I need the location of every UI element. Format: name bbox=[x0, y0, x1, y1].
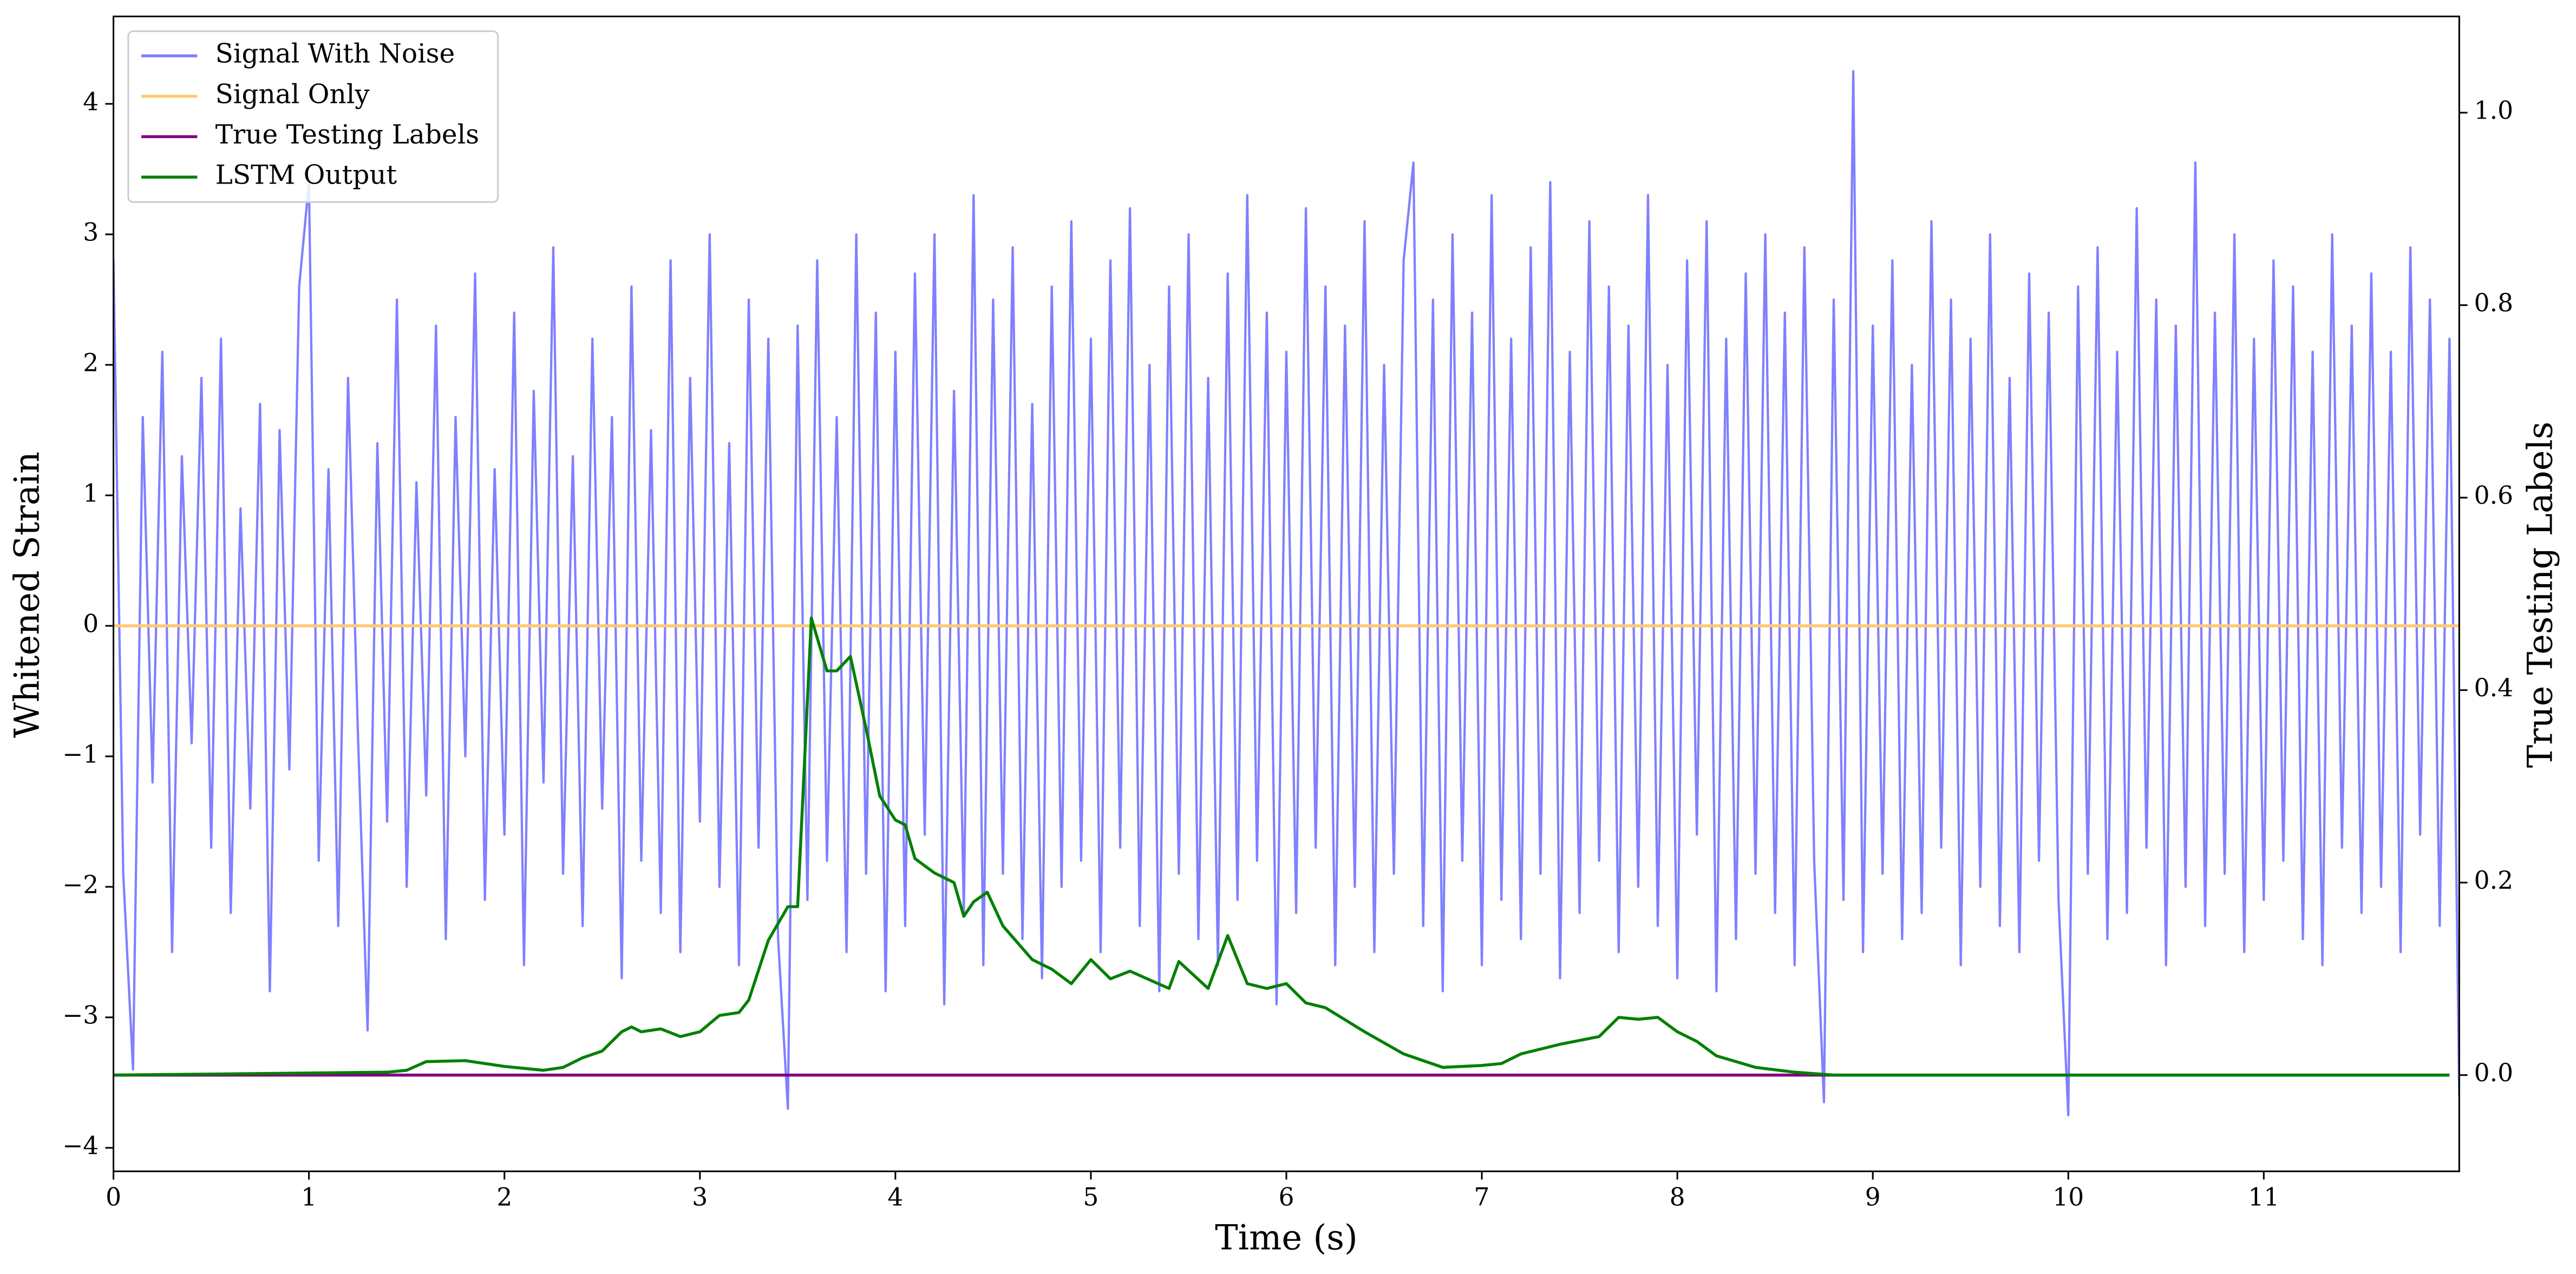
x-tick-label: 2 bbox=[496, 1182, 512, 1211]
x-tick-label: 3 bbox=[692, 1182, 708, 1211]
x-tick-label: 10 bbox=[2052, 1182, 2084, 1211]
x-tick-label: 6 bbox=[1278, 1182, 1294, 1211]
y-tick-label: −2 bbox=[62, 870, 99, 899]
y2-axis-label: True Testing Labels bbox=[2521, 422, 2561, 768]
legend-label: Signal With Noise bbox=[215, 39, 455, 69]
legend-label: Signal Only bbox=[215, 79, 370, 109]
x-tick-label: 8 bbox=[1670, 1182, 1685, 1211]
y2-tick-label: 1.0 bbox=[2474, 96, 2513, 125]
y-tick-label: 0 bbox=[83, 609, 99, 638]
y2-tick-label: 0.2 bbox=[2474, 866, 2513, 895]
y2-tick-label: 0.4 bbox=[2474, 674, 2513, 702]
x-axis-label: Time (s) bbox=[1215, 1218, 1358, 1258]
legend: Signal With Noise Signal Only True Testing… bbox=[127, 30, 499, 203]
legend-label: True Testing Labels bbox=[215, 120, 479, 150]
y-tick-label: −3 bbox=[62, 1001, 99, 1029]
x-tick-label: 9 bbox=[1865, 1182, 1881, 1211]
series-line bbox=[113, 616, 2450, 1077]
y-tick-label: 4 bbox=[83, 87, 99, 116]
legend-label: LSTM Output bbox=[215, 160, 397, 191]
y-tick-label: −4 bbox=[62, 1131, 99, 1160]
y2-tick-label: 0.0 bbox=[2474, 1059, 2513, 1087]
x-tick-label: 0 bbox=[106, 1182, 121, 1211]
x-tick-label: 4 bbox=[887, 1182, 903, 1211]
y-tick-label: 1 bbox=[83, 479, 99, 507]
x-tick-label: 11 bbox=[2248, 1182, 2279, 1211]
y2-tick-label: 0.8 bbox=[2474, 289, 2513, 317]
x-tick-label: 5 bbox=[1083, 1182, 1099, 1211]
series-line bbox=[113, 70, 2460, 1116]
y2-tick-label: 0.6 bbox=[2474, 481, 2513, 510]
y-tick-label: 2 bbox=[83, 348, 99, 377]
x-tick-label: 7 bbox=[1474, 1182, 1490, 1211]
y-axis-label: Whitened Strain bbox=[7, 452, 47, 738]
legend-box bbox=[127, 30, 499, 203]
y-tick-label: −1 bbox=[62, 740, 99, 768]
y-tick-label: 3 bbox=[83, 218, 99, 246]
x-tick-label: 1 bbox=[301, 1182, 317, 1211]
